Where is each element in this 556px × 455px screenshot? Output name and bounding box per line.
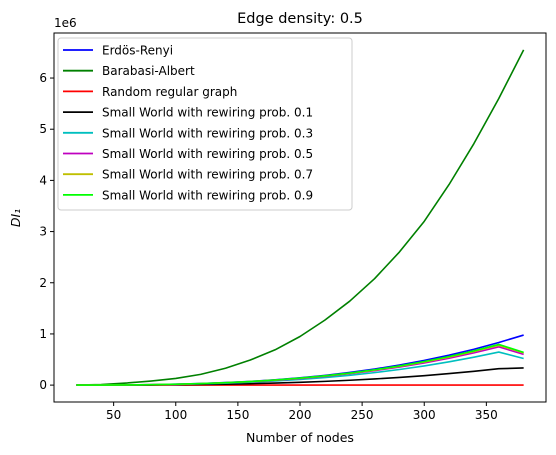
x-tick-label: 350 (475, 408, 498, 422)
x-tick-label: 300 (413, 408, 436, 422)
series-line-2 (76, 49, 525, 386)
x-tick-label: 250 (351, 408, 374, 422)
axes-frame (53, 32, 547, 403)
series-line-8 (76, 343, 524, 386)
legend: Erdös-Renyi Barabasi-Albert Random regular… (57, 37, 353, 211)
legend-entry: Random regular graph (102, 85, 237, 99)
legend-box (57, 37, 353, 211)
legend-entry: Barabasi-Albert (102, 64, 195, 78)
y-tick-label: 6 (39, 71, 47, 85)
y-tick-label: 2 (39, 276, 47, 290)
legend-entry: Small World with rewiring prob. 0.3 (102, 126, 313, 140)
x-tick-label: 100 (164, 408, 187, 422)
x-tick-label: 200 (289, 408, 312, 422)
x-axis-label: Number of nodes (246, 430, 354, 445)
legend-entry: Small World with rewiring prob. 0.5 (102, 147, 313, 161)
y-tick-label: 1 (39, 327, 47, 341)
y-tick-label: 5 (39, 122, 47, 136)
y-axis-label: DI₁ (8, 209, 23, 227)
y-tick-label: 4 (39, 173, 47, 187)
x-tick-label: 150 (226, 408, 249, 422)
chart-title: Edge density: 0.5 (237, 11, 363, 27)
y-tick-label: 0 (39, 378, 47, 392)
legend-entry: Small World with rewiring prob. 0.7 (102, 168, 313, 182)
series-line-4 (76, 367, 524, 386)
legend-entry: Small World with rewiring prob. 0.9 (102, 188, 313, 202)
y-offset-label: 1e6 (54, 16, 77, 30)
legend-entry: Small World with rewiring prob. 0.1 (102, 106, 313, 120)
x-tick-label: 50 (106, 408, 121, 422)
legend-entry: Erdös-Renyi (102, 44, 173, 58)
y-tick-label: 3 (39, 225, 47, 239)
plot-area: 50 100 150 200 250 300 350 0 1 2 3 4 5 6 (39, 49, 525, 422)
